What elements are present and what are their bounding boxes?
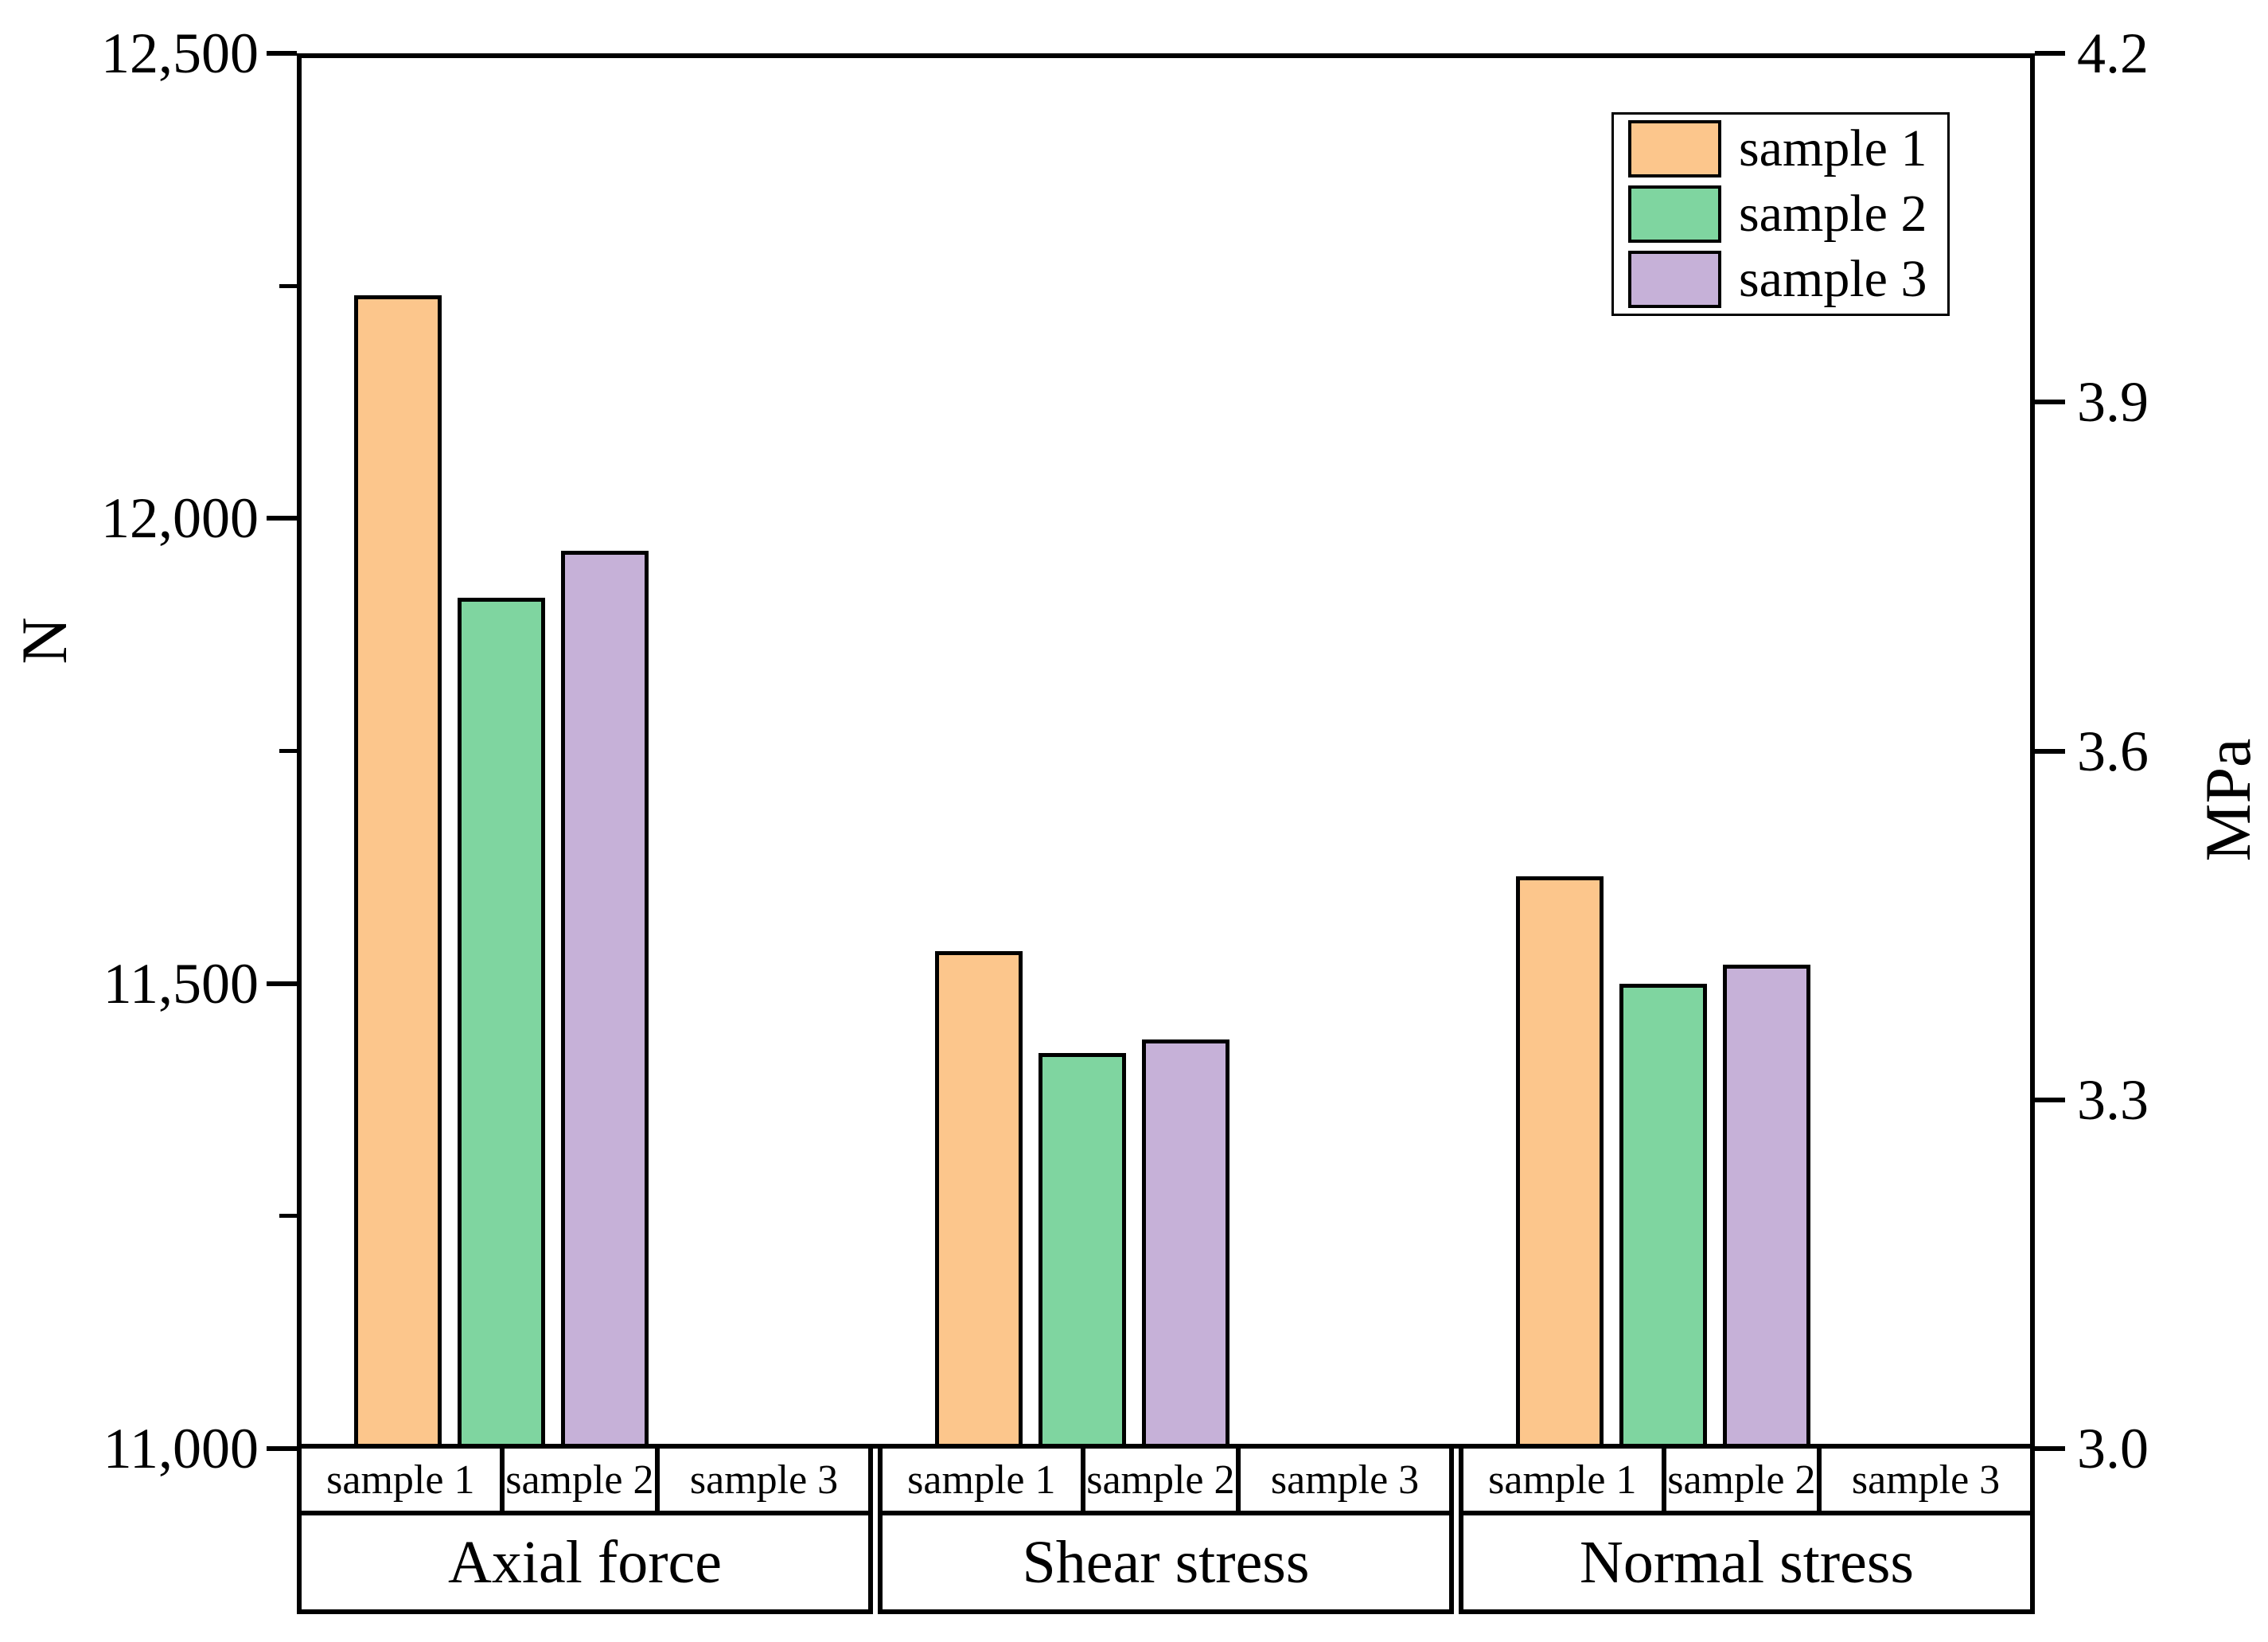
bar-sample-1-shear-stress <box>934 950 1023 1449</box>
bar-sample-2-shear-stress <box>1039 1053 1127 1449</box>
left-axis-major-tick <box>267 516 297 521</box>
right-axis-tick-label: 3.6 <box>2077 719 2149 783</box>
legend-label: sample 3 <box>1739 250 1927 308</box>
left-axis-minor-tick <box>279 749 297 753</box>
sample-cell: sample 2 <box>1080 1444 1241 1515</box>
right-axis-major-tick <box>2035 1097 2065 1102</box>
sample-cell: sample 1 <box>297 1444 505 1515</box>
sample-cell: sample 1 <box>1459 1444 1666 1515</box>
right-axis-major-tick <box>2035 51 2065 56</box>
left-axis-tick-label: 11,000 <box>103 1417 259 1480</box>
legend-item: sample 2 <box>1628 185 1933 243</box>
legend-item: sample 1 <box>1628 120 1933 177</box>
legend: sample 1 sample 2 sample 3 <box>1611 112 1950 316</box>
sample-cell: sample 1 <box>878 1444 1085 1515</box>
left-axis-tick-label: 11,500 <box>103 951 259 1016</box>
legend-swatch-icon <box>1628 251 1721 308</box>
left-axis-major-tick <box>267 51 297 56</box>
bar-sample-3-normal-stress <box>1723 965 1811 1449</box>
group-cell: Axial force <box>297 1511 873 1614</box>
right-axis-title: MPa <box>2192 738 2264 862</box>
left-axis-minor-tick <box>279 283 297 288</box>
right-axis-tick-label: 3.3 <box>2077 1067 2149 1132</box>
legend-item: sample 3 <box>1628 251 1933 308</box>
sample-cell: sample 3 <box>655 1444 873 1515</box>
legend-label: sample 1 <box>1739 119 1927 177</box>
left-axis-major-tick <box>267 1446 297 1451</box>
left-axis-minor-tick <box>279 1214 297 1219</box>
right-axis-major-tick <box>2035 1446 2065 1451</box>
left-axis-tick-label: 12,500 <box>101 21 259 85</box>
bar-sample-1-axial-force <box>353 294 442 1449</box>
left-axis-major-tick <box>267 981 297 986</box>
right-axis-major-tick <box>2035 748 2065 754</box>
left-axis-tick-label: 12,000 <box>101 486 259 551</box>
sample-cell: sample 2 <box>1661 1444 1822 1515</box>
sample-cell: sample 2 <box>499 1444 661 1515</box>
group-cell: Shear stress <box>878 1511 1454 1614</box>
right-axis-tick-label: 3.9 <box>2077 370 2149 435</box>
bar-sample-2-axial-force <box>458 597 546 1449</box>
sample-cell: sample 3 <box>1236 1444 1454 1515</box>
right-axis-tick-label: 3.0 <box>2077 1417 2149 1480</box>
bar-sample-1-normal-stress <box>1515 876 1604 1449</box>
group-cell: Normal stress <box>1459 1511 2035 1614</box>
sample-cell: sample 3 <box>1817 1444 2035 1515</box>
right-axis-major-tick <box>2035 400 2065 405</box>
legend-swatch-icon <box>1628 185 1721 243</box>
left-axis-title: N <box>8 617 80 665</box>
bar-sample-3-shear-stress <box>1142 1039 1230 1449</box>
legend-swatch-icon <box>1628 120 1721 177</box>
legend-label: sample 2 <box>1739 185 1927 243</box>
bar-sample-2-normal-stress <box>1619 983 1708 1449</box>
bar-sample-3-axial-force <box>561 551 649 1449</box>
right-axis-tick-label: 4.2 <box>2077 21 2149 85</box>
